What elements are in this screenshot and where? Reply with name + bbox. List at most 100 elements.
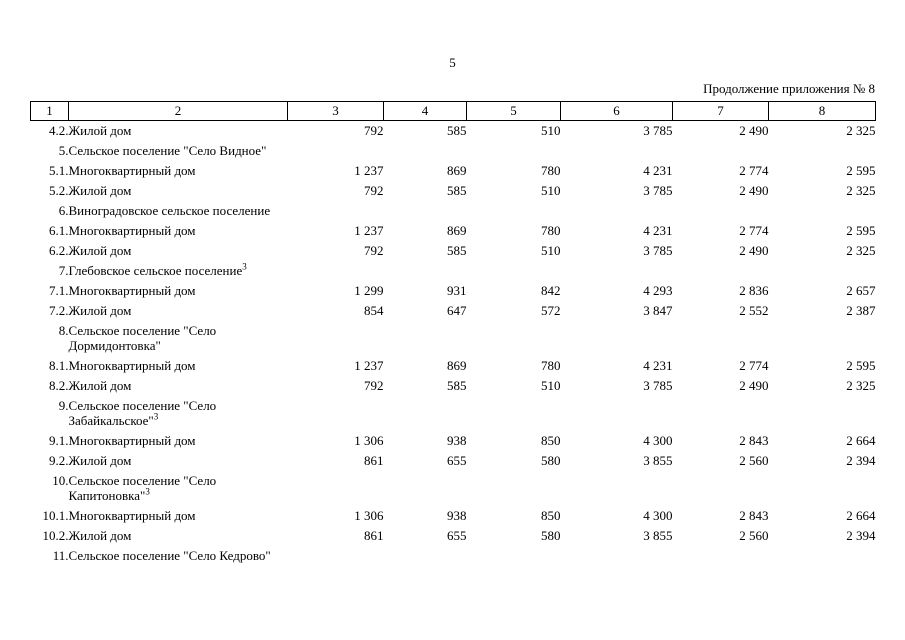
value-cell: 792	[364, 243, 384, 258]
value-cell: 2 394	[846, 453, 876, 468]
value-cell: 510	[541, 243, 561, 258]
value-cell	[673, 141, 769, 161]
value-cell: 647	[447, 303, 467, 318]
value-cell: 792	[364, 183, 384, 198]
value-cell: 792	[364, 123, 384, 138]
table-row: 6. Виноградовское сельское поселение	[31, 201, 876, 221]
row-label: Жилой дом	[68, 123, 132, 138]
value-cell: 2 836	[739, 283, 769, 298]
value-cell: 4 300	[643, 433, 673, 448]
table-row: 10. Сельское поселение "Село Капитоновка"…	[31, 471, 876, 506]
value-cell	[467, 141, 561, 161]
value-cell: 4 231	[643, 163, 673, 178]
row-number: 5.	[58, 143, 69, 158]
value-cell: 931	[447, 283, 467, 298]
value-cell	[467, 201, 561, 221]
row-label: Жилой дом	[68, 378, 132, 393]
row-number: 9.2.	[49, 453, 69, 468]
value-cell: 3 785	[643, 378, 673, 393]
value-cell	[384, 261, 467, 281]
table-row: 7. Глебовское сельское поселение3	[31, 261, 876, 281]
value-cell	[769, 321, 876, 356]
value-cell	[769, 141, 876, 161]
value-cell	[467, 396, 561, 431]
row-number: 6.2.	[49, 243, 69, 258]
value-cell: 2 325	[846, 243, 876, 258]
value-cell	[769, 261, 876, 281]
table-row: 10.1. Многоквартирный дом 1 306 938 850 4 300…	[31, 506, 876, 526]
column-header-1: 1	[30, 101, 69, 121]
value-cell	[561, 201, 673, 221]
footnote-ref: 3	[153, 411, 159, 422]
row-number: 6.	[58, 203, 69, 218]
row-number: 4.2.	[49, 123, 69, 138]
value-cell	[384, 396, 467, 431]
value-cell: 2 595	[846, 223, 876, 238]
row-number: 5.1.	[49, 163, 69, 178]
value-cell: 2 657	[846, 283, 876, 298]
column-header-6: 6	[560, 101, 673, 121]
value-cell: 2 774	[739, 358, 769, 373]
value-cell: 572	[541, 303, 561, 318]
continuation-note: Продолжение приложения № 8	[703, 81, 875, 96]
value-cell: 3 855	[643, 528, 673, 543]
row-label: Многоквартирный дом	[68, 358, 196, 373]
value-cell: 2 774	[739, 223, 769, 238]
row-label: Сельское поселение "Село Видное"	[68, 143, 267, 158]
value-cell: 2 325	[846, 378, 876, 393]
value-cell	[673, 471, 769, 506]
row-label: Жилой дом	[68, 528, 132, 543]
row-label: Жилой дом	[68, 183, 132, 198]
value-cell: 2 490	[739, 378, 769, 393]
value-cell	[467, 261, 561, 281]
value-cell: 1 237	[354, 358, 384, 373]
table-row: 4.2. Жилой дом 792 585 510 3 785 2 490 2 325	[31, 121, 876, 142]
value-cell: 580	[541, 528, 561, 543]
value-cell: 655	[447, 528, 467, 543]
table-row: 10.2. Жилой дом 861 655 580 3 855 2 560 2 394	[31, 526, 876, 546]
value-cell	[288, 471, 384, 506]
row-number: 7.1.	[49, 283, 69, 298]
value-cell	[288, 546, 384, 566]
value-cell	[384, 141, 467, 161]
column-header-8: 8	[768, 101, 876, 121]
row-number: 8.	[58, 323, 69, 338]
value-cell	[561, 471, 673, 506]
table-row: 8. Сельское поселение "Село Дормидонтовка…	[31, 321, 876, 356]
value-cell: 869	[447, 358, 467, 373]
value-cell: 585	[447, 378, 467, 393]
value-cell: 3 847	[643, 303, 673, 318]
value-cell: 861	[364, 528, 384, 543]
row-number: 7.2.	[49, 303, 69, 318]
table-row: 5.1. Многоквартирный дом 1 237 869 780 4 231 2…	[31, 161, 876, 181]
row-number: 10.1.	[42, 508, 69, 523]
row-number: 9.	[58, 398, 69, 413]
value-cell: 1 306	[354, 433, 384, 448]
table-row: 7.1. Многоквартирный дом 1 299 931 842 4 293 2…	[31, 281, 876, 301]
value-cell: 869	[447, 223, 467, 238]
row-label: Многоквартирный дом	[68, 223, 196, 238]
table-row: 8.2. Жилой дом 792 585 510 3 785 2 490 2 325	[31, 376, 876, 396]
row-label: Глебовское сельское поселение3	[68, 261, 247, 278]
value-cell: 4 293	[643, 283, 673, 298]
value-cell	[561, 396, 673, 431]
value-cell: 780	[541, 163, 561, 178]
value-cell	[769, 396, 876, 431]
value-cell: 4 231	[643, 358, 673, 373]
row-number: 5.2.	[49, 183, 69, 198]
value-cell: 2 325	[846, 123, 876, 138]
value-cell: 2 490	[739, 123, 769, 138]
value-cell: 3 785	[643, 243, 673, 258]
table-row: 5.2. Жилой дом 792 585 510 3 785 2 490 2 325	[31, 181, 876, 201]
value-cell	[769, 471, 876, 506]
value-cell: 585	[447, 243, 467, 258]
value-cell: 510	[541, 183, 561, 198]
value-cell: 2 664	[846, 508, 876, 523]
column-header-7: 7	[672, 101, 769, 121]
value-cell: 2 560	[739, 453, 769, 468]
value-cell: 2 490	[739, 183, 769, 198]
row-label: Сельское поселение "Село Забайкальское"3	[68, 398, 217, 428]
value-cell: 2 595	[846, 358, 876, 373]
